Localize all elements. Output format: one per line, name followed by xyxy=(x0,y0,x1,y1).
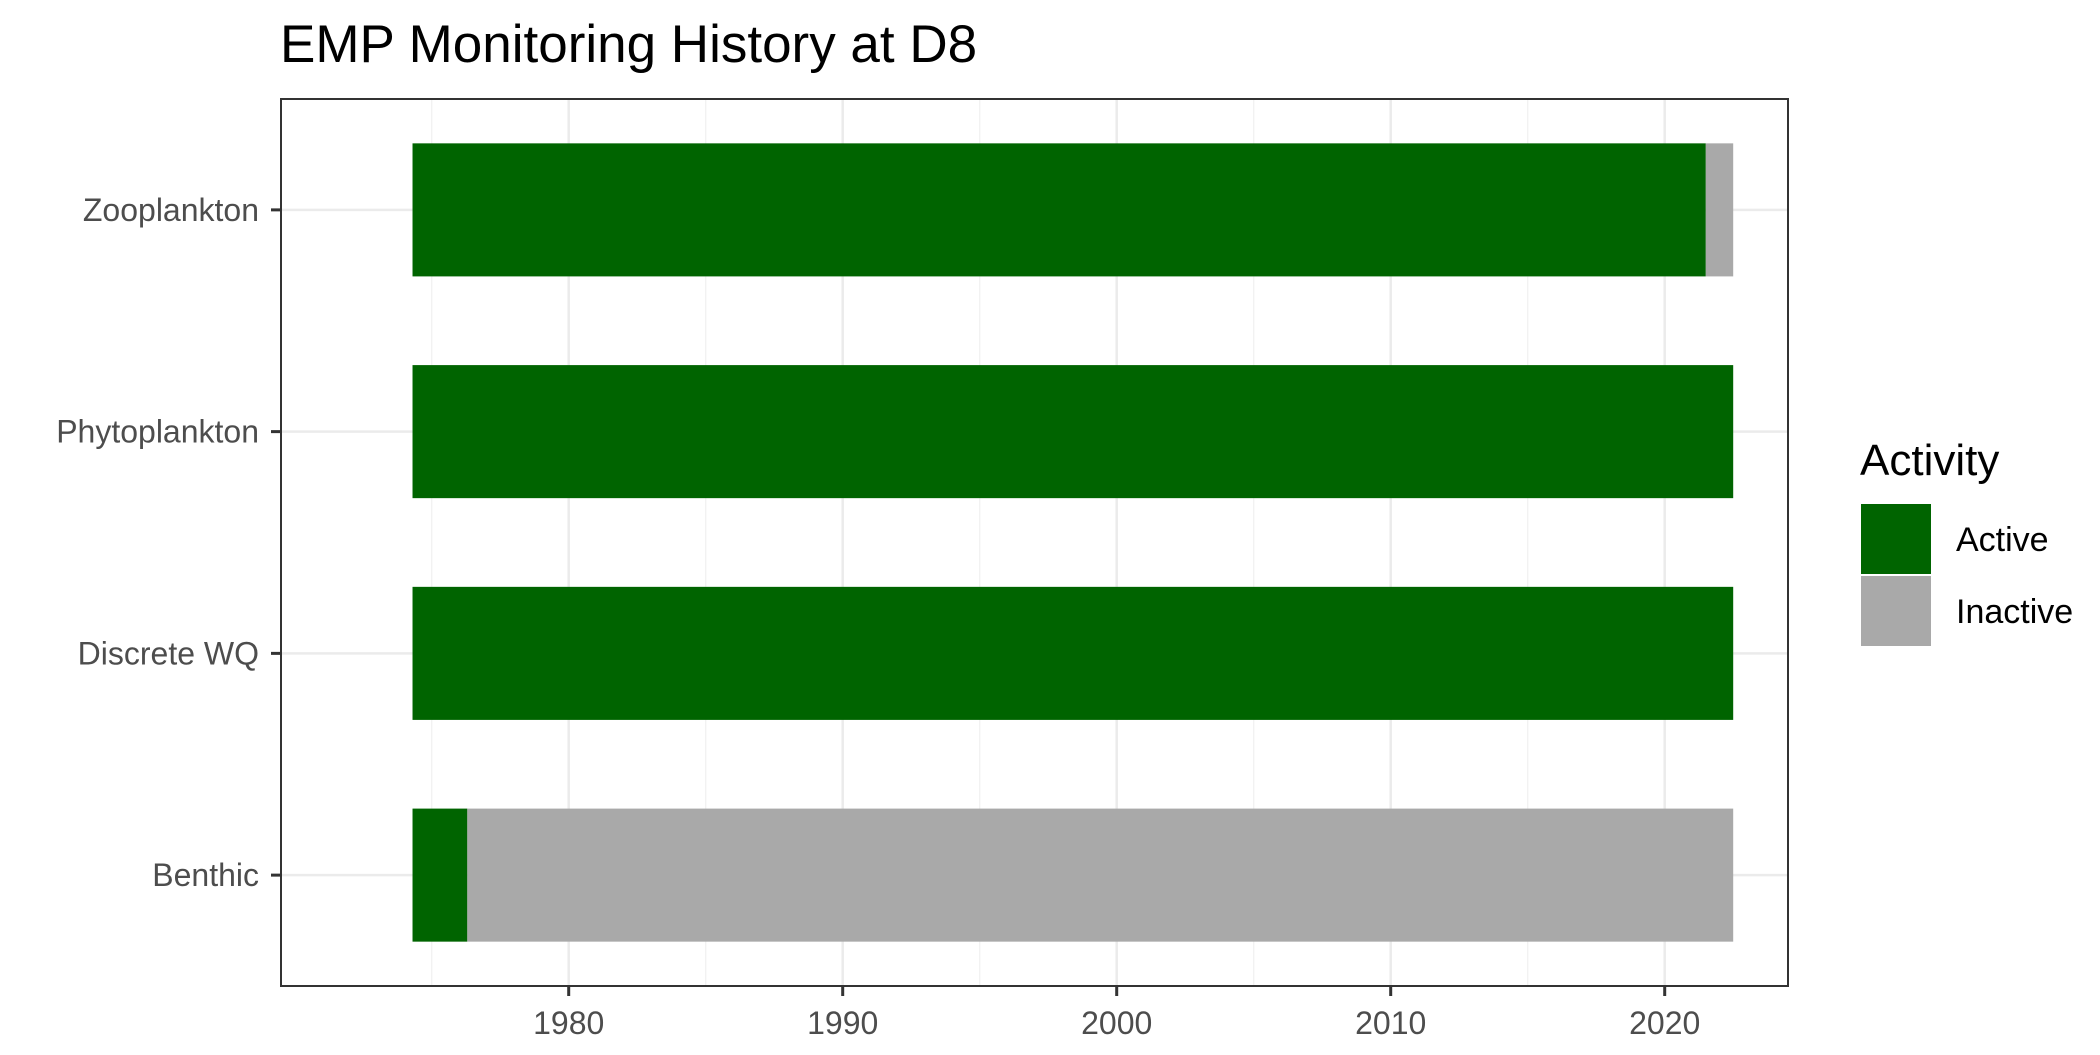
x-axis: 1980 1990 2000 2010 2020 xyxy=(533,986,1700,1041)
bars-layer xyxy=(412,143,1734,942)
bar-segment-phytoplankton-active xyxy=(412,365,1734,499)
legend-label-inactive: Inactive xyxy=(1956,593,2073,631)
legend-title: Activity xyxy=(1860,436,1999,485)
legend-key-active xyxy=(1859,502,1933,576)
x-tick-label: 1980 xyxy=(533,1005,604,1041)
y-tick-label: Benthic xyxy=(152,857,259,893)
y-tick-label: Phytoplankton xyxy=(56,414,259,450)
bar-segment-zooplankton-inactive xyxy=(1705,143,1734,277)
legend: Activity Active Inactive xyxy=(1859,436,2073,648)
plot-border xyxy=(280,98,1789,987)
x-tick-label: 2010 xyxy=(1355,1005,1426,1041)
x-tick-label: 2020 xyxy=(1629,1005,1700,1041)
y-tick-label: Zooplankton xyxy=(83,192,259,228)
bar-segment-discrete-wq-active xyxy=(412,586,1734,720)
bar-segment-benthic-inactive xyxy=(467,808,1734,942)
bar-segment-benthic-active xyxy=(412,808,468,942)
chart-title: EMP Monitoring History at D8 xyxy=(280,15,977,74)
legend-key-inactive xyxy=(1859,574,1933,648)
x-tick-label: 2000 xyxy=(1081,1005,1152,1041)
y-tick-label: Discrete WQ xyxy=(78,635,259,671)
y-axis: Benthic Discrete WQ Phytoplankton Zooplankt… xyxy=(56,192,281,893)
legend-label-active: Active xyxy=(1956,521,2049,559)
bar-segment-zooplankton-active xyxy=(412,143,1706,277)
x-tick-label: 1990 xyxy=(807,1005,878,1041)
